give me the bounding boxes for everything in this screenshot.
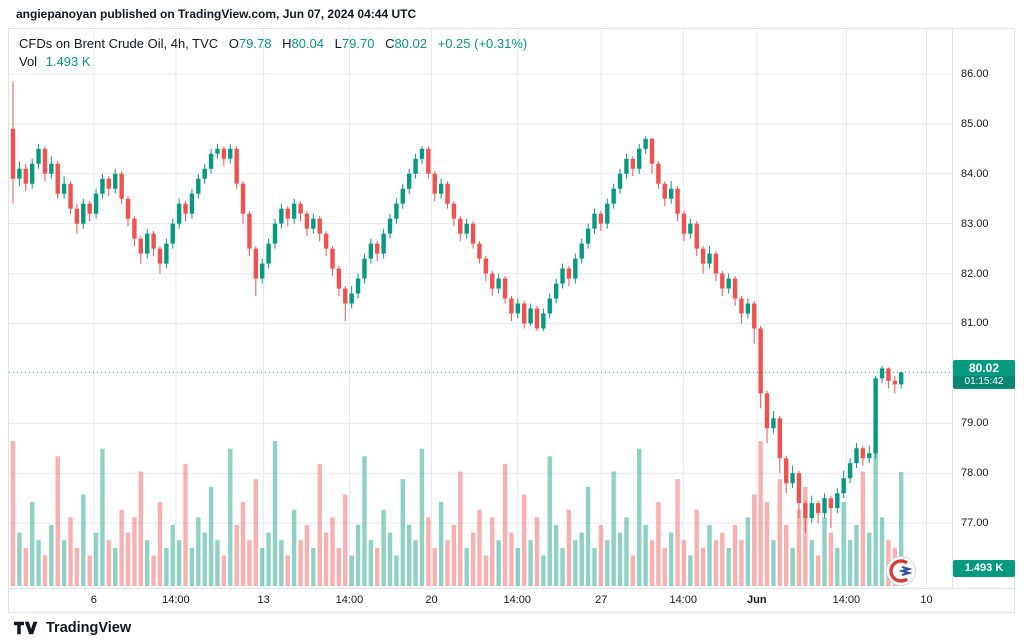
price-scale[interactable]: 86.00 85.00 84.00 83.00 82.00 81.00 79.00 78.00…: [953, 29, 1014, 588]
candlestick-chart-canvas[interactable]: [9, 29, 952, 588]
time-axis-label: 14:00: [162, 594, 190, 606]
high-label: H: [282, 36, 292, 51]
legend-symbol-row: CFDs on Brent Crude Oil, 4h, TVC O79.78 …: [19, 35, 527, 52]
volume-badge: 1.493 K: [953, 560, 1015, 577]
price-axis-label: 85.00: [961, 117, 989, 130]
price-axis-label: 83.00: [961, 217, 989, 230]
price-axis-label: 81.00: [961, 317, 989, 330]
tradingview-logo-link[interactable]: TradingView: [14, 620, 131, 636]
price-axis-label: 79.00: [961, 417, 989, 430]
time-axis-label: 14:00: [503, 594, 532, 606]
price-axis-label: 82.00: [961, 267, 989, 280]
change-value: +0.25 (+0.31%): [437, 36, 528, 51]
low-value: 79.70: [341, 36, 375, 51]
time-scale[interactable]: 6 14:00 13 14:00 20 14:00 27 14:00 Jun 14:00 10: [9, 589, 952, 612]
time-axis-label: 20: [425, 594, 438, 606]
bar-countdown: 01:15:42: [953, 376, 1015, 389]
time-axis-label: 14:00: [669, 594, 697, 606]
publisher-avatar-icon: [888, 558, 914, 584]
close-label: C: [385, 36, 395, 51]
chart-legend: CFDs on Brent Crude Oil, 4h, TVC O79.78 …: [19, 35, 527, 70]
last-price-badge: 80.02 01:15:42: [953, 360, 1015, 390]
time-axis-label: 10: [920, 594, 933, 606]
close-value: 80.02: [394, 36, 427, 51]
time-axis-label: 14:00: [335, 594, 364, 606]
low-label: L: [334, 36, 342, 51]
open-value: 79.78: [238, 36, 272, 51]
time-axis-label: 13: [257, 594, 270, 606]
time-axis-separator: [9, 588, 1014, 589]
volume-value: 1.493 K: [45, 54, 91, 69]
symbol-title: CFDs on Brent Crude Oil, 4h, TVC: [19, 36, 219, 51]
time-axis-label: 6: [90, 594, 97, 606]
time-axis-label: Jun: [747, 594, 767, 606]
time-axis-label: 14:00: [832, 594, 861, 606]
price-axis-label: 77.00: [961, 517, 989, 530]
last-price-value: 80.02: [968, 361, 1000, 376]
tradingview-brand-text: TradingView: [46, 620, 132, 636]
price-axis-label: 78.00: [961, 467, 989, 480]
tradingview-logo-icon: [14, 621, 38, 635]
volume-label: Vol: [19, 54, 38, 69]
publisher-avatar: [886, 556, 916, 586]
price-axis-separator: [952, 29, 953, 588]
time-axis-label: 27: [595, 594, 608, 606]
attribution-text: angiepanoyan published on TradingView.co…: [16, 7, 417, 21]
chart-widget: CFDs on Brent Crude Oil, 4h, TVC O79.78 …: [8, 28, 1015, 613]
price-axis-label: 84.00: [961, 167, 989, 180]
price-axis-label: 86.00: [961, 67, 989, 80]
open-label: O: [228, 36, 239, 51]
high-value: 80.04: [291, 36, 325, 51]
legend-volume-row: Vol 1.493 K: [19, 53, 527, 70]
